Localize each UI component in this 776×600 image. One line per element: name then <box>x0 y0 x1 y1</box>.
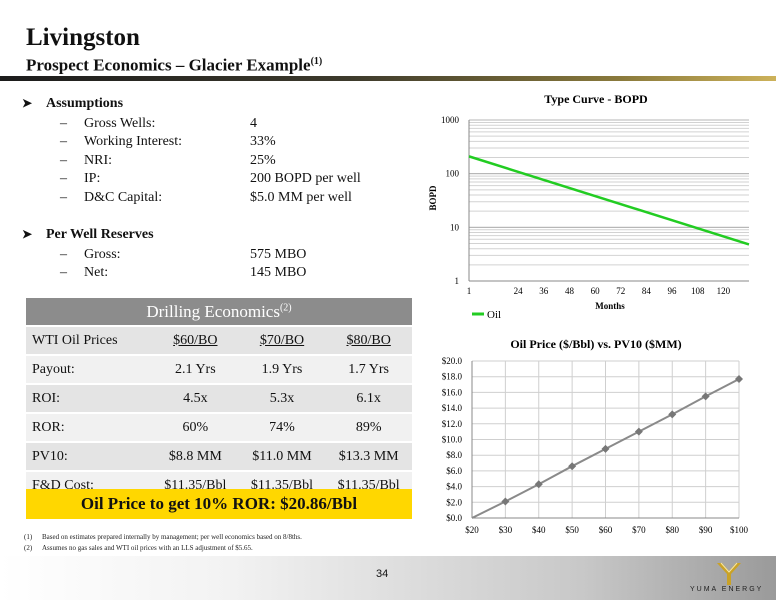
reserves-heading: ➤ Per Well Reserves <box>22 227 154 242</box>
page-title: Livingston <box>26 24 140 51</box>
drilling-economics-table: Drilling Economics(2) WTI Oil Prices $60… <box>26 298 412 499</box>
x-tick-label: 96 <box>668 286 678 296</box>
x-tick-label: $20 <box>465 525 479 535</box>
assumption-row: – Working Interest: 33% <box>60 134 276 149</box>
y-tick-label: 10 <box>450 222 460 232</box>
legend-label: Oil <box>487 309 501 321</box>
x-tick-label: 48 <box>565 286 575 296</box>
data-point-marker <box>668 410 677 419</box>
data-point-marker <box>534 480 543 489</box>
table-row: WTI Oil Prices $60/BO $70/BO $80/BO <box>26 325 412 355</box>
table-row: ROI: 4.5x 5.3x 6.1x <box>26 383 412 413</box>
y-tick-label: $18.0 <box>442 372 463 382</box>
x-tick-label: $60 <box>599 525 613 535</box>
x-tick-label: $70 <box>632 525 646 535</box>
y-tick-label: 1 <box>455 276 460 286</box>
x-tick-label: 120 <box>717 286 731 296</box>
subtitle-text: Prospect Economics – Glacier Example <box>26 55 311 75</box>
assumption-row: – D&C Capital: $5.0 MM per well <box>60 190 352 205</box>
arrow-bullet-icon: ➤ <box>22 227 33 241</box>
y-axis-label: BOPD <box>428 185 438 211</box>
y-tick-label: $2.0 <box>446 497 462 507</box>
y-tick-label: $4.0 <box>446 482 462 492</box>
x-axis-label: Months <box>595 301 625 311</box>
data-point-marker <box>735 375 743 384</box>
assumption-row: – NRI: 25% <box>60 153 276 168</box>
subtitle-footnote-ref: (1) <box>310 56 323 67</box>
y-tick-label: $16.0 <box>442 387 463 397</box>
assumption-row: – IP: 200 BOPD per well <box>60 171 361 186</box>
y-tick-label: $20.0 <box>442 356 463 366</box>
breakeven-highlight: Oil Price to get 10% ROR: $20.86/Bbl <box>26 489 412 519</box>
yuma-logo-icon <box>717 562 741 585</box>
arrow-bullet-icon: ➤ <box>22 96 33 110</box>
page-number: 34 <box>376 568 389 580</box>
y-tick-label: 100 <box>446 169 460 179</box>
x-tick-label: $90 <box>699 525 713 535</box>
data-point-marker <box>568 462 577 471</box>
oil-price-pv10-chart: Oil Price ($/Bbl) vs. PV10 ($MM) $0.0 $2.… <box>442 337 749 535</box>
y-tick-label: $8.0 <box>446 450 462 460</box>
table-row: Payout: 2.1 Yrs 1.9 Yrs 1.7 Yrs <box>26 354 412 384</box>
x-tick-label: 36 <box>539 286 549 296</box>
x-tick-label: $80 <box>666 525 680 535</box>
type-curve-chart: Type Curve - BOPD 1 10 100 1000 1 24 36 48 60 72 8… <box>428 92 750 321</box>
y-tick-label: 1000 <box>441 115 460 125</box>
x-tick-label: $30 <box>499 525 513 535</box>
data-point-marker <box>601 444 610 453</box>
assumptions-heading: ➤ Assumptions <box>22 96 124 111</box>
y-tick-label: $0.0 <box>446 513 462 523</box>
assumption-row: – Gross Wells: 4 <box>60 116 257 131</box>
footer-band <box>0 556 776 600</box>
logo-wordmark: YUMA ENERGY <box>690 586 764 593</box>
reserves-row: – Gross: 575 MBO <box>60 247 307 262</box>
table-row: PV10: $8.8 MM $11.0 MM $13.3 MM <box>26 441 412 471</box>
y-tick-label: $10.0 <box>442 435 463 445</box>
x-tick-label: 84 <box>642 286 652 296</box>
data-point-marker <box>634 427 643 436</box>
table-row: ROR: 60% 74% 89% <box>26 412 412 442</box>
chart-title: Type Curve - BOPD <box>544 92 648 106</box>
data-point-marker <box>501 497 510 506</box>
y-tick-label: $6.0 <box>446 466 462 476</box>
page-subtitle: Prospect Economics – Glacier Example(1) <box>26 52 322 76</box>
x-tick-label: 1 <box>467 286 472 296</box>
table-title: Drilling Economics(2) <box>26 298 412 326</box>
x-tick-label: $40 <box>532 525 546 535</box>
x-tick-label: 24 <box>514 286 524 296</box>
footnote: (2) Assumes no gas sales and WTI oil pric… <box>24 544 253 552</box>
data-point-marker <box>701 392 710 401</box>
title-divider <box>0 76 776 81</box>
x-tick-label: 60 <box>591 286 601 296</box>
chart-title: Oil Price ($/Bbl) vs. PV10 ($MM) <box>510 337 681 351</box>
x-tick-label: $50 <box>565 525 579 535</box>
footnote: (1) Based on estimates prepared internall… <box>24 533 302 541</box>
x-tick-label: $100 <box>730 525 749 535</box>
reserves-row: – Net: 145 MBO <box>60 265 307 280</box>
x-tick-label: 72 <box>616 286 625 296</box>
oil-series-line <box>468 155 750 246</box>
y-tick-label: $14.0 <box>442 403 463 413</box>
x-tick-label: 108 <box>691 286 705 296</box>
y-tick-label: $12.0 <box>442 419 463 429</box>
